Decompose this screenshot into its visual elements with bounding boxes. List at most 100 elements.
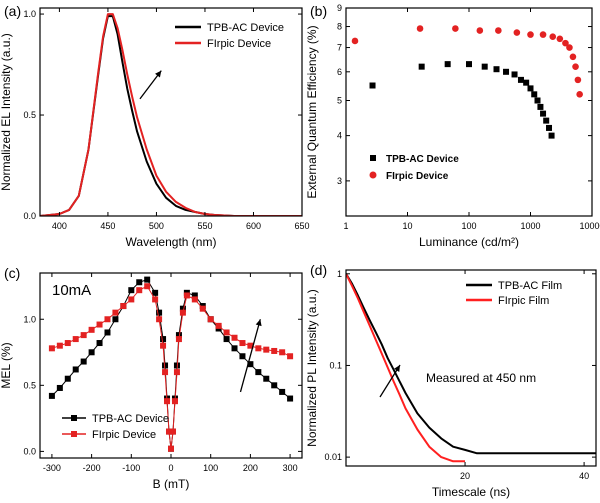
data-point [207, 316, 214, 323]
data-point [574, 76, 582, 84]
plot-area [351, 25, 583, 139]
data-point [531, 91, 538, 98]
x-axis-label: Timescale (ns) [432, 485, 510, 499]
data-point [495, 27, 502, 34]
data-point [152, 289, 159, 296]
y-axis-label: External Quantum Efficiency (%) [305, 25, 319, 198]
data-point [223, 336, 230, 343]
data-point [452, 25, 459, 32]
legend-swatch [370, 155, 376, 161]
data-point [263, 375, 270, 382]
data-point [168, 445, 174, 452]
data-point [215, 322, 222, 329]
data-point [112, 316, 119, 323]
data-point [88, 326, 95, 333]
data-point [287, 353, 294, 360]
series-second-line [40, 13, 302, 216]
legend-label: FIrpic Device [386, 171, 449, 182]
y-tick-label: 0.5 [23, 110, 36, 120]
data-point [160, 336, 167, 343]
data-point [572, 63, 579, 70]
series-first-line [346, 273, 596, 455]
data-point [511, 71, 518, 78]
data-point [239, 340, 246, 347]
data-point [548, 132, 555, 139]
x-tick-label: 400 [52, 221, 67, 231]
legend-label: TPB-AC Device [386, 154, 459, 165]
data-point [566, 44, 573, 51]
arrow-head-icon [255, 319, 262, 327]
data-point [72, 366, 79, 373]
arrow-head-icon [155, 70, 162, 78]
data-point [162, 362, 169, 369]
data-point [527, 85, 534, 92]
data-point [255, 345, 262, 352]
legend-label: TPB-AC Device [207, 22, 284, 34]
x-axis-label: Wavelength (nm) [126, 235, 217, 249]
data-point [136, 287, 143, 294]
plot-frame [345, 269, 597, 467]
data-point [416, 25, 424, 32]
data-point [144, 276, 151, 283]
y-tick-label: 0.01 [324, 452, 342, 462]
data-point [96, 340, 103, 347]
data-point [527, 31, 534, 38]
data-point [88, 349, 95, 356]
data-point [72, 336, 79, 343]
x-tick-label: 0 [168, 463, 173, 473]
data-point [517, 76, 524, 83]
x-tick-label: -100 [122, 463, 140, 473]
panel-c: (c) -300 -200 -100 0 100 200 300 0.0 0.5 1.0 B (mT)… [0, 265, 303, 491]
y-axis-label: Normalized PL Intensity (a.u.) [305, 289, 319, 447]
data-point [199, 305, 206, 312]
data-point [537, 103, 544, 110]
plot-area [48, 276, 294, 452]
data-point [144, 283, 151, 290]
legend-label: FIrpic Film [498, 295, 549, 307]
x-tick-label: 20 [460, 471, 470, 481]
data-point [247, 342, 254, 349]
x-tick-label: 1000 [520, 221, 540, 231]
data-point [128, 296, 135, 303]
data-point [271, 382, 278, 389]
legend-label: FIrpic Device [207, 38, 271, 50]
x-tick-label: 550 [197, 221, 212, 231]
data-point [271, 347, 278, 354]
data-point [112, 309, 119, 316]
plot-area [40, 13, 302, 216]
data-point [444, 61, 451, 68]
y-tick-label: 0.5 [23, 380, 36, 390]
y-tick-label: 7 [337, 43, 342, 53]
arrow-head-icon [394, 365, 400, 372]
data-point [556, 35, 564, 43]
data-point [418, 63, 425, 70]
data-point [160, 342, 167, 349]
x-tick-label: -300 [43, 463, 61, 473]
arrow-icon [239, 319, 261, 393]
data-point [48, 345, 55, 352]
data-point [179, 305, 186, 312]
data-point [539, 31, 547, 38]
legend-swatch [369, 171, 377, 179]
data-point [164, 398, 171, 405]
data-point [56, 384, 63, 391]
data-point [351, 37, 359, 45]
data-point [64, 340, 71, 347]
data-point [56, 342, 63, 349]
panel-label: (c) [4, 265, 20, 281]
y-axis-label: Normalized EL Intensity (a.u.) [0, 33, 13, 191]
data-point [48, 392, 55, 399]
y-tick-label: 1 [337, 269, 342, 279]
data-point [569, 53, 577, 61]
legend-label: FIrpic Device [92, 429, 156, 441]
data-point [576, 91, 583, 98]
panel-label: (b) [310, 3, 327, 19]
panel-b: (b) 1 10 100 1000 10000 3 4 5 6 7 8 9 Luminance (cd/m… [305, 3, 600, 249]
data-point [136, 279, 143, 286]
series-second-line [346, 273, 465, 463]
y-axis-label: MEL (%) [0, 342, 13, 388]
data-point [104, 329, 111, 336]
data-point [162, 369, 169, 376]
y-tick-label: 8 [337, 22, 342, 32]
data-point [231, 345, 238, 352]
